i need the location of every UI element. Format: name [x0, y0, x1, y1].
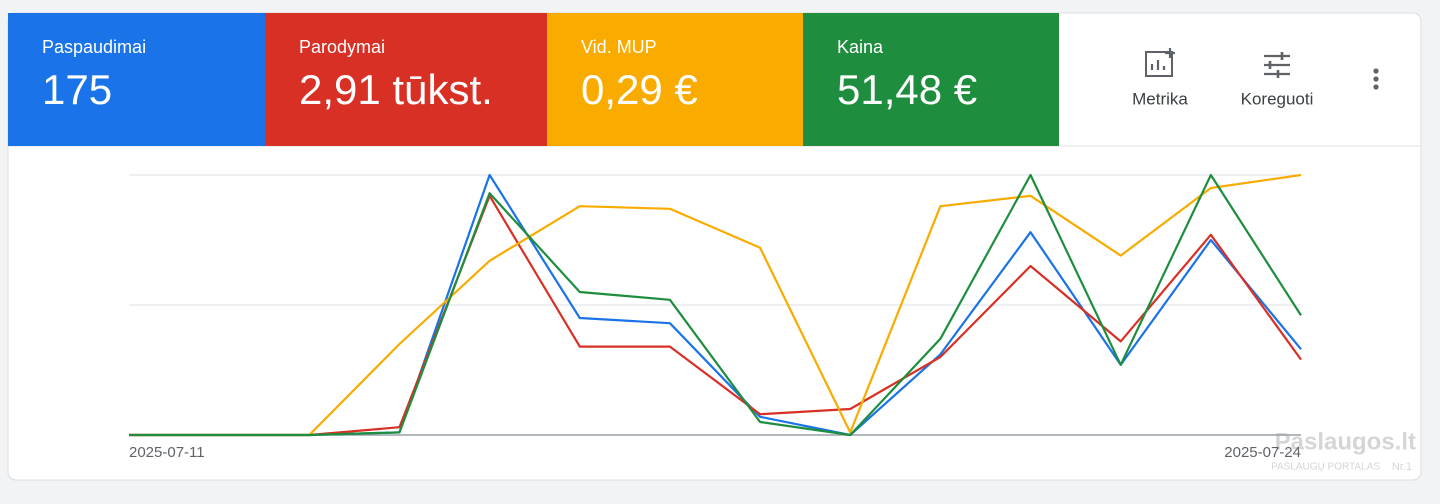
metric-name: Kaina [837, 37, 884, 57]
metrics-label: Metrika [1132, 89, 1188, 108]
metric-value: 175 [42, 66, 112, 113]
metric-value: 51,48 € [837, 66, 977, 113]
x-tick-label: 2025-07-11 [129, 444, 205, 461]
dot [1373, 76, 1379, 82]
metric-tile [803, 13, 1059, 146]
metric-tile [265, 13, 547, 146]
dot [1373, 84, 1379, 90]
metric-name: Parodymai [299, 37, 385, 57]
watermark: Paslaugos.lt PASLAUGŲ PORTALAS Nr.1 [1271, 428, 1416, 473]
series-line [129, 173, 1302, 437]
metrics-icon [1145, 51, 1173, 77]
metric-value: 2,91 tūkst. [299, 66, 493, 113]
adjust-button[interactable]: Koreguoti [1241, 52, 1314, 108]
series-line [129, 173, 1302, 437]
watermark-title: Paslaugos.lt [1275, 428, 1416, 455]
x-tick-label: 2025-07-24 [1224, 444, 1301, 461]
adjust-icon-knobs [1268, 52, 1284, 78]
dot [1373, 68, 1379, 74]
metrics-button[interactable]: Metrika [1132, 48, 1188, 108]
watermark-badge: Nr.1 [1392, 461, 1412, 473]
metric-tile [547, 13, 803, 146]
metric-name: Vid. MUP [581, 37, 657, 57]
metrics-icon-bars [1150, 48, 1175, 70]
watermark-subtitle: PASLAUGŲ PORTALAS [1271, 462, 1380, 473]
metric-value: 0,29 € [581, 66, 698, 113]
adjust-label: Koreguoti [1241, 89, 1314, 108]
more-button[interactable] [1373, 68, 1379, 90]
metric-name: Paspaudimai [42, 37, 146, 57]
metric-tile [8, 13, 265, 146]
